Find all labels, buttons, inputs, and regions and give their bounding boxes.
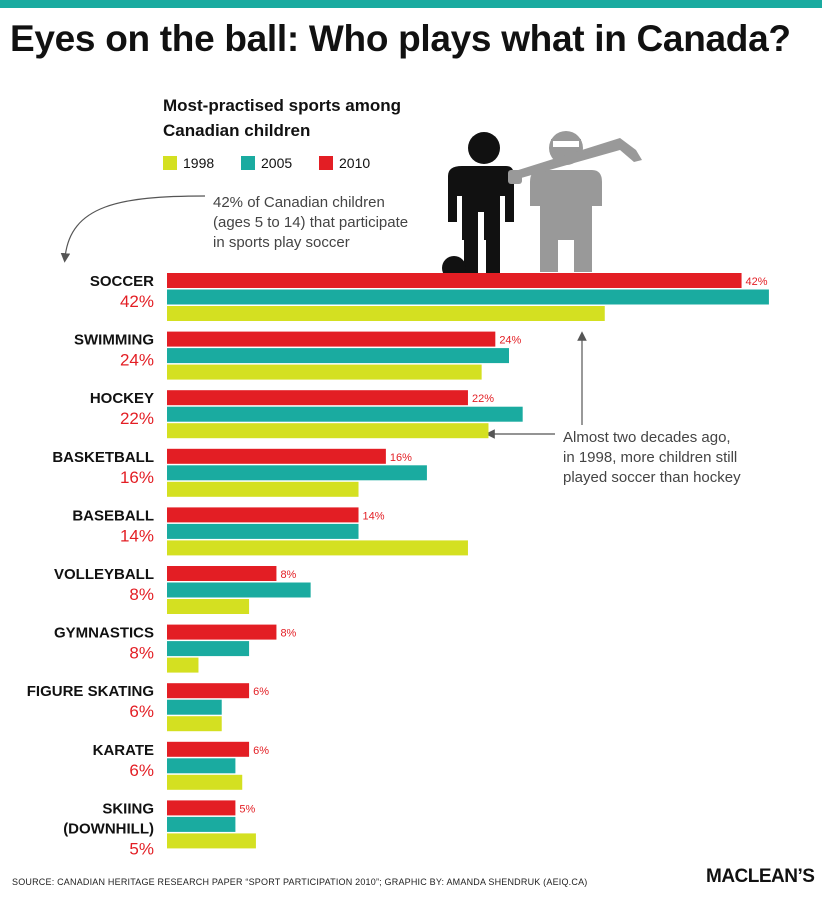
legend-label-2010: 2010 <box>339 155 371 171</box>
soccer-annotation: 42% of Canadian children (ages 5 to 14) … <box>213 193 408 253</box>
bar-2010 <box>167 624 277 640</box>
category-label: SOCCER <box>90 273 154 290</box>
bar-value-label: 6% <box>253 686 269 698</box>
chart-title: Most-practised sports among Canadian chi… <box>163 96 402 140</box>
legend-item-2005: 2005 <box>241 155 292 171</box>
category-label: VOLLEYBALL <box>54 566 154 583</box>
category-value-label: 6% <box>129 761 154 780</box>
soccer-annotation-line: in sports play soccer <box>213 234 350 251</box>
bar-value-label: 42% <box>746 276 768 288</box>
bar-2005 <box>167 758 236 774</box>
category-label: SWIMMING <box>74 332 154 349</box>
category-value-label: 42% <box>120 292 154 311</box>
bar-2005 <box>167 348 509 364</box>
bar-2005 <box>167 465 427 481</box>
bar-1998 <box>167 481 359 497</box>
bar-value-label: 5% <box>239 803 255 815</box>
bar-2010 <box>167 448 386 464</box>
category-label: HOCKEY <box>90 390 154 407</box>
bar-value-label: 22% <box>472 393 494 405</box>
category-value-label: 8% <box>129 585 154 604</box>
legend-swatch-1998 <box>163 156 177 170</box>
bar-1998 <box>167 716 222 732</box>
bar-2005 <box>167 641 250 657</box>
bar-2005 <box>167 406 523 422</box>
category-label: GYMNASTICS <box>54 625 154 642</box>
soccer-annotation-line: 42% of Canadian children <box>213 194 385 211</box>
category-label: SKIING <box>102 800 154 817</box>
category-labels-group: SOCCER 42% SWIMMING 24% HOCKEY 22% BASKETBALL 1… <box>27 273 154 858</box>
bar-1998 <box>167 774 243 790</box>
hockey-player-icon <box>508 131 642 272</box>
bar-2005 <box>167 523 359 539</box>
bar-2005 <box>167 816 236 832</box>
page-title: Eyes on the ball: Who plays what in Cana… <box>10 18 791 59</box>
bar-2005 <box>167 582 311 598</box>
hockey-annotation-line: played soccer than hockey <box>563 469 741 486</box>
legend-swatch-2010 <box>319 156 333 170</box>
source-note: SOURCE: CANADIAN HERITAGE RESEARCH PAPER… <box>12 877 588 887</box>
bar-value-label: 24% <box>499 335 521 347</box>
legend-item-1998: 1998 <box>163 155 214 171</box>
bar-2010 <box>167 507 359 523</box>
brand-logo: MACLEAN’S <box>706 866 815 887</box>
bar-1998 <box>167 599 250 614</box>
bar-value-label: 16% <box>390 452 412 464</box>
bar-2010 <box>167 390 468 406</box>
bar-1998 <box>167 306 605 321</box>
category-label: (DOWNHILL) <box>63 820 154 837</box>
legend-label-1998: 1998 <box>183 155 215 171</box>
category-label: BASKETBALL <box>52 449 154 466</box>
category-value-label: 8% <box>129 644 154 663</box>
category-value-label: 24% <box>120 351 154 370</box>
bar-value-label: 8% <box>280 569 296 581</box>
bar-1998 <box>167 540 468 556</box>
category-value-label: 6% <box>129 702 154 721</box>
legend-item-2010: 2010 <box>319 155 370 171</box>
bar-2005 <box>167 699 222 715</box>
category-label: FIGURE SKATING <box>27 683 154 700</box>
soccer-annotation-arrow <box>60 195 206 263</box>
bar-2010 <box>167 331 496 347</box>
bar-1998 <box>167 364 482 380</box>
top-accent-bar <box>0 0 822 8</box>
soccer-player-icon <box>442 132 514 280</box>
bar-value-label: 8% <box>280 628 296 640</box>
bar-value-label: 6% <box>253 745 269 757</box>
bar-1998 <box>167 423 489 439</box>
bar-2010 <box>167 683 250 699</box>
bar-2010 <box>167 741 250 757</box>
category-value-label: 16% <box>120 468 154 487</box>
bar-1998 <box>167 657 199 673</box>
bar-2010 <box>167 800 236 816</box>
bar-1998 <box>167 833 256 849</box>
soccer-annotation-line: (ages 5 to 14) that participate <box>213 214 409 231</box>
hockey-annotation: Almost two decades ago, in 1998, more ch… <box>563 428 741 488</box>
bar-value-label: 14% <box>363 510 385 522</box>
hockey-annotation-line: Almost two decades ago, <box>563 429 731 446</box>
bar-2010 <box>167 273 742 288</box>
category-label: KARATE <box>93 742 154 759</box>
legend-swatch-2005 <box>241 156 255 170</box>
bars-group: 42% 24% 22% 16% 14% 8% 8% 6% 6% 5% <box>167 273 769 849</box>
legend-label-2005: 2005 <box>261 155 293 171</box>
bar-2010 <box>167 566 277 581</box>
hockey-annotation-line: in 1998, more children still <box>563 449 738 466</box>
category-label: BASEBALL <box>72 507 154 524</box>
category-value-label: 5% <box>129 839 154 858</box>
bar-2005 <box>167 289 769 305</box>
category-value-label: 22% <box>120 409 154 428</box>
category-value-label: 14% <box>120 526 154 545</box>
